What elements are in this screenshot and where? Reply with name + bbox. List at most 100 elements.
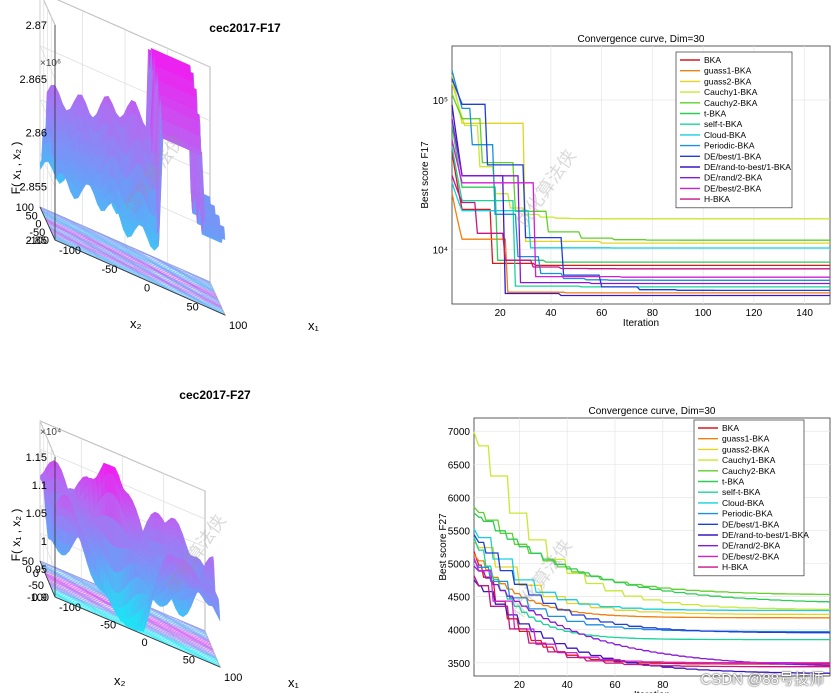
series-line bbox=[473, 540, 830, 616]
legend-label: t-BKA bbox=[722, 477, 745, 487]
z-tick-label: 0.9 bbox=[32, 592, 47, 604]
surface-facet bbox=[180, 599, 185, 611]
series-line bbox=[451, 93, 830, 241]
series-line bbox=[451, 181, 830, 249]
x-grid-line bbox=[209, 67, 226, 316]
surface-mesh bbox=[39, 460, 221, 633]
convergence-f27-panel: BKA guass1-BKA guass2-BKA Cauchy1-BKA Cauchy… bbox=[418, 398, 836, 698]
floor-contour bbox=[41, 209, 212, 285]
series-line bbox=[451, 74, 830, 244]
legend-label: DE/best/1-BKA bbox=[722, 519, 779, 529]
x2-tick-label: -100 bbox=[27, 235, 49, 247]
legend-label: DE/best/2-BKA bbox=[722, 551, 779, 561]
surface-facet bbox=[67, 124, 72, 140]
floor-contour bbox=[46, 222, 218, 299]
y-tick-label: 6000 bbox=[448, 493, 471, 504]
series-line bbox=[451, 78, 830, 292]
surface-facet bbox=[152, 528, 157, 543]
floor-contour bbox=[48, 225, 219, 301]
series-line bbox=[473, 431, 830, 610]
legend-label: self-t-BKA bbox=[722, 487, 761, 497]
surface-facet bbox=[55, 139, 60, 148]
legend-label: Cauchy2-BKA bbox=[704, 98, 758, 108]
x2-tick-label: -50 bbox=[28, 580, 44, 592]
x1-tick-label: 50 bbox=[187, 301, 199, 313]
floor-contour bbox=[42, 211, 213, 288]
surface-facet bbox=[58, 159, 63, 174]
floor-contour bbox=[45, 219, 217, 296]
x-tick-label: 100 bbox=[695, 308, 712, 319]
x2-axis-label: x₂ bbox=[130, 316, 142, 331]
x1-tick-label: 0 bbox=[144, 283, 150, 295]
legend: BKAguass1-BKAguass2-BKACauchy1-BKACauchy… bbox=[693, 419, 809, 577]
surface-facet bbox=[81, 130, 87, 143]
x1-tick-label: -100 bbox=[59, 245, 81, 257]
convergence-group: BKAguass1-BKAguass2-BKACauchy1-BKACauchy… bbox=[451, 45, 831, 305]
series-line bbox=[451, 145, 830, 288]
surface-facet bbox=[45, 141, 50, 154]
z-tick-label: 2.85 bbox=[26, 235, 47, 247]
legend-box bbox=[675, 51, 793, 209]
series-line bbox=[473, 557, 830, 664]
convergence-f27: BKAguass1-BKAguass2-BKACauchy1-BKACauchy… bbox=[438, 406, 831, 698]
series-line bbox=[473, 575, 830, 668]
y-axis-label: Best score F27 bbox=[438, 513, 449, 581]
series-line bbox=[473, 528, 830, 612]
floor-contour bbox=[40, 208, 211, 284]
x2-tick-label: 50 bbox=[22, 556, 34, 568]
x-tick-label: 120 bbox=[746, 308, 763, 319]
surface-facet bbox=[124, 151, 130, 181]
x-tick-label: 140 bbox=[796, 308, 813, 319]
surface-facet bbox=[136, 137, 142, 166]
surface-facet bbox=[82, 152, 88, 164]
z-exponent-label: ×10⁶ bbox=[40, 58, 61, 69]
x2-axis-line bbox=[39, 560, 56, 598]
y-tick-label: 4000 bbox=[448, 626, 471, 637]
surface-f27-panel: 0.9 0.95 1 1.05 1.1 1.15 50 0 -50 -100 -100 -50 0 50 1… bbox=[0, 385, 420, 693]
surface-facet bbox=[105, 491, 110, 518]
legend-label: Cloud-BKA bbox=[704, 130, 746, 140]
csdn-watermark: CSDN @88号技师 bbox=[700, 671, 824, 688]
legend-label: BKA bbox=[722, 423, 739, 433]
convergence-group: BKAguass1-BKAguass2-BKACauchy1-BKACauchy… bbox=[473, 417, 831, 677]
x2-axis-label: x₂ bbox=[114, 673, 126, 688]
x-tick-label: 80 bbox=[657, 680, 669, 691]
legend-label: guass2-BKA bbox=[722, 444, 770, 454]
legend: BKAguass1-BKAguass2-BKACauchy1-BKACauchy… bbox=[675, 51, 793, 209]
floor-contour bbox=[51, 231, 222, 308]
surface-facet bbox=[104, 102, 110, 125]
series-line bbox=[451, 175, 830, 270]
floor-contour bbox=[44, 217, 215, 293]
x-axis-label: Iteration bbox=[623, 318, 659, 329]
convergence-f17: BKAguass1-BKAguass2-BKACauchy1-BKACauchy… bbox=[420, 34, 831, 329]
y-tick-label: 7000 bbox=[448, 427, 471, 438]
legend-label: DE/rand/2-BKA bbox=[722, 541, 780, 551]
floor-contour bbox=[44, 216, 215, 292]
x2-tick-label: 50 bbox=[26, 210, 38, 222]
surface-facet bbox=[54, 131, 60, 141]
floor-contour bbox=[41, 210, 212, 287]
x1-tick-label: 0 bbox=[142, 637, 148, 649]
surface-facet bbox=[50, 466, 56, 480]
x1-tick-label: -50 bbox=[102, 264, 118, 276]
surface-facet bbox=[109, 156, 115, 179]
x1-axis-line bbox=[54, 239, 226, 316]
x-tick-label: 80 bbox=[647, 308, 659, 319]
legend-label: H-BKA bbox=[722, 562, 748, 572]
surface-f17: 2.852.8552.862.8652.87100500-50-100-100-… bbox=[9, 0, 320, 333]
x2-axis-line bbox=[39, 206, 56, 241]
surface-facet bbox=[220, 229, 226, 241]
series-line bbox=[473, 534, 831, 634]
x1-tick-label: -100 bbox=[59, 602, 81, 614]
legend-label: DE/rand/2-BKA bbox=[704, 173, 762, 183]
legend-label: Cloud-BKA bbox=[722, 498, 764, 508]
surface-facet bbox=[93, 116, 98, 134]
y-tick-label: 3500 bbox=[448, 659, 471, 670]
surface-facet bbox=[132, 562, 138, 579]
series-line bbox=[473, 551, 830, 665]
surface-facet bbox=[121, 548, 126, 572]
series-line bbox=[473, 553, 830, 619]
x1-tick-label: 100 bbox=[224, 672, 242, 684]
floor-contour bbox=[49, 228, 221, 305]
floor-contour bbox=[47, 223, 218, 300]
